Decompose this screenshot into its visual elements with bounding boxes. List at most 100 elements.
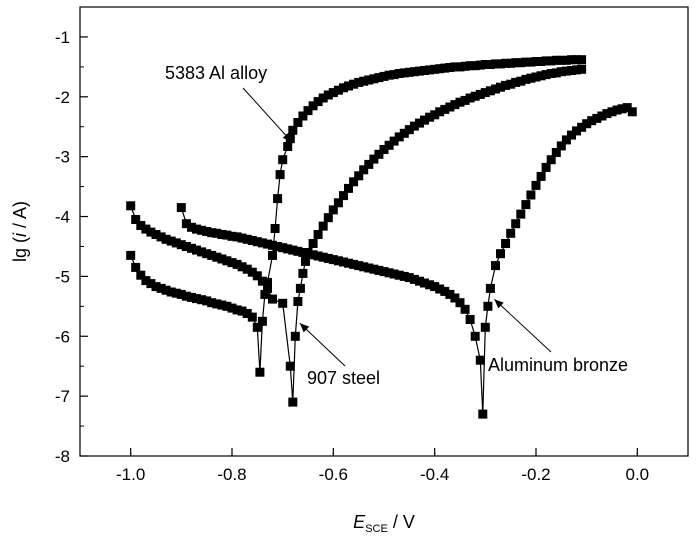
data-point-5383-al-alloy <box>567 55 576 65</box>
data-point-aluminum-bronze <box>293 246 303 256</box>
data-point-5383-al-alloy <box>384 70 394 80</box>
data-point-907-steel <box>176 240 186 250</box>
data-point-907-steel <box>404 125 414 135</box>
data-point-907-steel <box>440 104 450 114</box>
data-point-5383-al-alloy <box>561 55 571 65</box>
data-layer <box>126 55 637 419</box>
data-point-907-steel <box>531 72 541 82</box>
data-point-aluminum-bronze <box>627 107 637 117</box>
data-point-5383-al-alloy <box>435 64 445 74</box>
data-point-aluminum-bronze <box>197 225 207 235</box>
data-point-aluminum-bronze <box>394 270 404 280</box>
data-point-aluminum-bronze <box>333 256 343 266</box>
data-point-aluminum-bronze <box>541 162 551 172</box>
data-point-aluminum-bronze <box>409 274 419 284</box>
data-point-907-steel <box>318 221 328 231</box>
data-point-aluminum-bronze <box>465 315 475 324</box>
data-point-907-steel <box>156 232 166 242</box>
data-point-5383-al-alloy <box>379 71 389 81</box>
data-point-5383-al-alloy <box>349 79 359 89</box>
series-907-steel <box>126 64 587 407</box>
y-tick-label: -6 <box>55 327 70 346</box>
data-point-5383-al-alloy <box>344 81 353 91</box>
data-point-aluminum-bronze <box>181 219 191 229</box>
data-point-5383-al-alloy <box>181 291 191 301</box>
data-point-5383-al-alloy <box>572 55 581 65</box>
data-point-5383-al-alloy <box>255 367 265 377</box>
data-point-5383-al-alloy <box>399 68 409 78</box>
data-point-907-steel <box>222 256 232 266</box>
data-point-907-steel <box>288 397 298 407</box>
data-point-907-steel <box>278 298 288 308</box>
data-point-aluminum-bronze <box>587 116 597 126</box>
data-point-5383-al-alloy <box>323 90 333 100</box>
series-aluminum-bronze <box>176 103 637 419</box>
data-point-5383-al-alloy <box>171 288 181 298</box>
data-point-aluminum-bronze <box>561 135 571 145</box>
data-point-907-steel <box>161 234 171 244</box>
data-point-907-steel <box>227 258 237 268</box>
data-point-907-steel <box>526 73 536 83</box>
data-point-aluminum-bronze <box>526 190 536 200</box>
data-point-907-steel <box>496 82 505 92</box>
data-point-5383-al-alloy <box>425 65 435 75</box>
annotation-layer: 5383 Al alloy 907 steel Aluminum bronze <box>165 63 628 388</box>
data-point-aluminum-bronze <box>339 257 348 267</box>
data-point-5383-al-alloy <box>511 58 521 68</box>
data-point-907-steel <box>415 118 424 128</box>
annotation-arrow-line <box>242 87 293 143</box>
data-point-aluminum-bronze <box>364 263 374 273</box>
data-point-5383-al-alloy <box>541 56 551 66</box>
data-point-907-steel <box>181 242 191 251</box>
data-point-5383-al-alloy <box>491 59 500 69</box>
data-point-907-steel <box>521 74 531 84</box>
data-point-aluminum-bronze <box>501 239 511 248</box>
data-point-907-steel <box>455 97 465 107</box>
data-point-aluminum-bronze <box>602 109 612 119</box>
data-point-aluminum-bronze <box>450 293 460 303</box>
data-point-5383-al-alloy <box>187 292 196 302</box>
data-point-5383-al-alloy <box>285 134 295 144</box>
x-tick-label: -0.4 <box>420 465 449 484</box>
data-point-907-steel <box>293 297 303 306</box>
data-point-aluminum-bronze <box>303 249 313 259</box>
data-point-5383-al-alloy <box>268 250 277 260</box>
data-point-aluminum-bronze <box>176 203 186 213</box>
data-point-aluminum-bronze <box>288 245 298 255</box>
data-point-5383-al-alloy <box>359 76 369 86</box>
data-point-aluminum-bronze <box>192 224 201 234</box>
data-point-aluminum-bronze <box>359 262 369 272</box>
data-point-907-steel <box>141 224 151 234</box>
data-point-aluminum-bronze <box>475 355 485 365</box>
series-5383-al-alloy <box>126 55 587 377</box>
data-point-5383-al-alloy <box>237 306 247 316</box>
data-point-aluminum-bronze <box>242 234 252 244</box>
annotation-label-907-steel: 907 steel <box>307 368 380 388</box>
data-point-aluminum-bronze <box>506 228 516 238</box>
data-point-907-steel <box>379 145 389 154</box>
data-point-5383-al-alloy <box>288 125 298 135</box>
data-point-aluminum-bronze <box>354 261 364 271</box>
data-point-aluminum-bronze <box>577 122 587 132</box>
data-point-5383-al-alloy <box>217 300 227 310</box>
data-point-907-steel <box>207 250 217 260</box>
data-point-907-steel <box>409 121 419 131</box>
data-point-907-steel <box>541 70 551 80</box>
data-point-aluminum-bronze <box>491 261 500 271</box>
data-point-907-steel <box>328 205 338 215</box>
data-point-5383-al-alloy <box>156 283 166 293</box>
data-point-5383-al-alloy <box>409 67 419 77</box>
data-point-907-steel <box>354 171 364 181</box>
data-point-5383-al-alloy <box>176 289 186 299</box>
data-point-aluminum-bronze <box>202 227 212 236</box>
data-point-5383-al-alloy <box>496 59 505 69</box>
data-point-907-steel <box>146 227 156 237</box>
data-point-aluminum-bronze <box>374 265 384 275</box>
data-point-907-steel <box>465 93 475 103</box>
x-axis-title-sub: SCE <box>365 523 388 535</box>
data-point-aluminum-bronze <box>298 248 308 257</box>
data-point-aluminum-bronze <box>546 155 556 165</box>
data-point-5383-al-alloy <box>465 61 475 71</box>
data-point-5383-al-alloy <box>339 83 348 93</box>
data-point-907-steel <box>131 215 141 224</box>
